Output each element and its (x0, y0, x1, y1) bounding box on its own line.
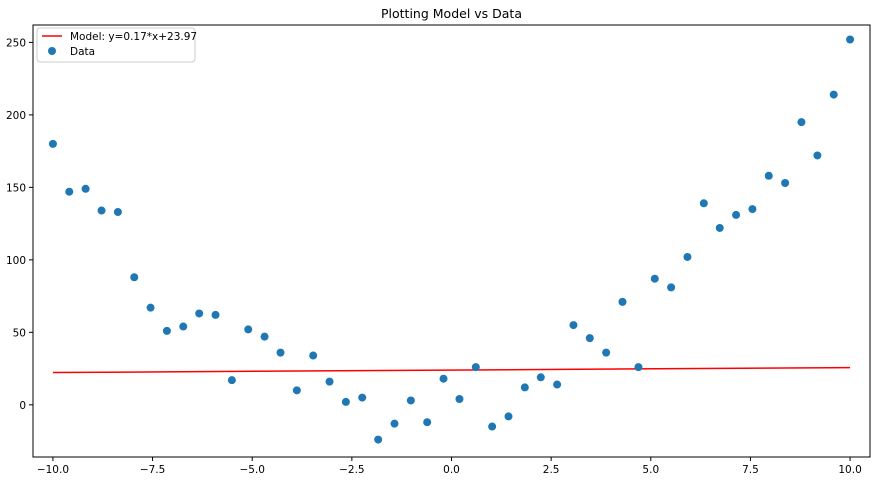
plot-area (32, 24, 871, 458)
data-point (260, 332, 269, 341)
x-tick-label: −2.5 (339, 464, 365, 476)
x-tick-label: 10.0 (838, 464, 861, 476)
data-point (813, 151, 822, 160)
data-point (602, 348, 611, 357)
data-point (699, 199, 708, 208)
legend-data-swatch (48, 47, 56, 55)
y-tick-label: 200 (6, 110, 26, 122)
data-point (829, 90, 838, 99)
data-point (65, 187, 74, 196)
data-point (374, 435, 383, 444)
data-point (227, 376, 236, 385)
data-point (162, 326, 171, 335)
data-point (211, 310, 220, 319)
data-point (536, 373, 545, 382)
data-point (732, 210, 741, 219)
y-tick-label: 50 (13, 327, 26, 339)
legend-data-label: Data (70, 46, 95, 58)
data-point (146, 303, 155, 312)
data-point (504, 412, 513, 421)
data-point (97, 206, 106, 215)
data-point (846, 35, 855, 44)
y-tick-label: 250 (6, 37, 26, 49)
data-point (244, 325, 253, 334)
data-point (423, 418, 432, 427)
data-point (683, 252, 692, 261)
data-point (292, 386, 301, 395)
data-point (81, 184, 90, 193)
data-point (439, 374, 448, 383)
data-point (618, 297, 627, 306)
data-point (553, 380, 562, 389)
data-point (764, 171, 773, 180)
series-layer (48, 35, 855, 444)
x-tick-label: 0.0 (443, 464, 460, 476)
data-point (358, 393, 367, 402)
data-point (520, 383, 529, 392)
y-tick-label: 150 (6, 182, 26, 194)
data-point (113, 208, 122, 217)
data-point (341, 397, 350, 406)
x-axis: −10.0 −7.5 −5.0 −2.5 0.0 2.5 5.0 7.5 10.0 (37, 457, 862, 476)
data-point (179, 322, 188, 331)
data-point (569, 321, 578, 330)
x-tick-label: 7.5 (742, 464, 759, 476)
x-tick-label: −5.0 (239, 464, 265, 476)
data-point (748, 205, 757, 214)
data-point (585, 334, 594, 343)
data-point (325, 377, 334, 386)
data-point (715, 223, 724, 232)
data-point (781, 179, 790, 188)
x-tick-label: −10.0 (37, 464, 69, 476)
data-point (406, 396, 415, 405)
model-line (52, 366, 851, 374)
legend: Model: y=0.17*x+23.97 Data (36, 27, 197, 63)
data-point (309, 351, 318, 360)
data-point (195, 309, 204, 318)
data-point (471, 363, 480, 372)
data-point (634, 363, 643, 372)
data-point (797, 118, 806, 127)
legend-model-label: Model: y=0.17*x+23.97 (70, 31, 197, 43)
data-point (48, 139, 57, 148)
y-axis: 0 50 100 150 200 250 (6, 37, 33, 412)
legend-box (36, 27, 196, 63)
data-point (667, 283, 676, 292)
chart-title: Plotting Model vs Data (381, 6, 522, 21)
data-point (455, 395, 464, 404)
data-point (488, 422, 497, 431)
x-tick-label: 5.0 (642, 464, 659, 476)
data-point (650, 274, 659, 283)
x-tick-label: −7.5 (140, 464, 166, 476)
data-point (130, 273, 139, 282)
x-tick-label: 2.5 (543, 464, 560, 476)
y-tick-label: 0 (19, 400, 26, 412)
y-tick-label: 100 (6, 255, 26, 267)
data-point (390, 419, 399, 428)
data-point (276, 348, 285, 357)
